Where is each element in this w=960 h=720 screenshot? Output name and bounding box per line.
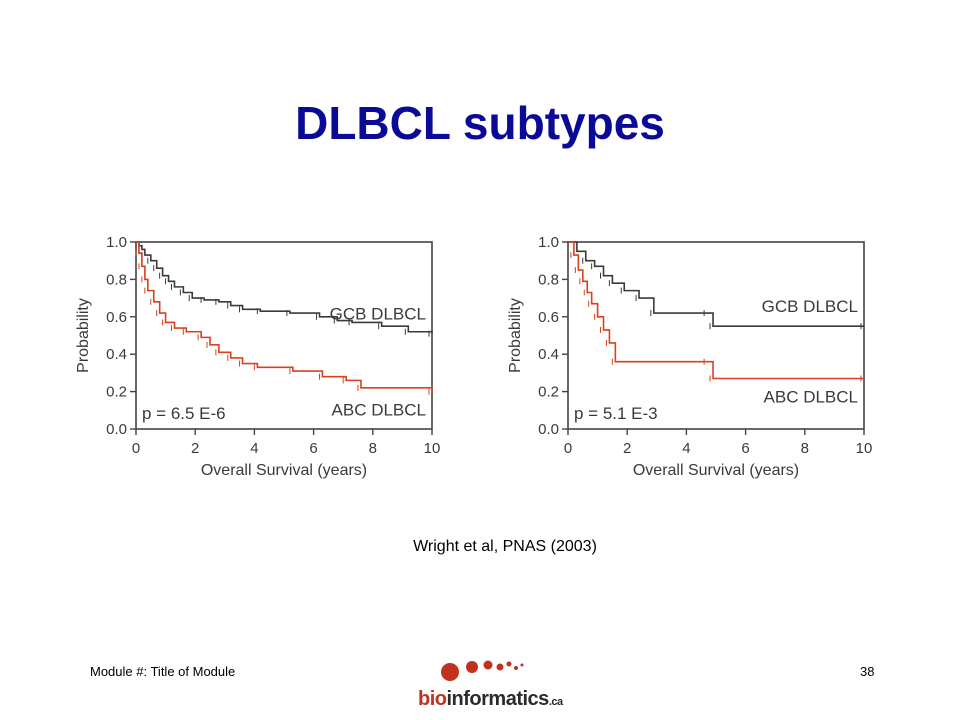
series-label-abc: ABC DLBCL (332, 401, 426, 420)
series-curve-gcb (568, 241, 864, 327)
plot-frame (135, 241, 433, 430)
citation: Wright et al, PNAS (2003) (413, 538, 597, 555)
series-label-abc: ABC DLBCL (764, 388, 858, 407)
slide-number: 38 (860, 664, 875, 679)
x-tick-label: 4 (250, 440, 258, 457)
p-value-annotation: p = 6.5 E-6 (142, 404, 226, 423)
y-axis-label: Probability (75, 298, 92, 373)
y-tick-label: 0.4 (106, 346, 127, 363)
x-tick-label: 4 (682, 440, 690, 457)
series-curve-gcb (136, 241, 433, 334)
series-label-gcb: GCB DLBCL (762, 297, 858, 316)
y-tick-label: 0.4 (538, 346, 559, 363)
y-tick-label: 0.6 (106, 309, 127, 326)
y-tick-label: 0.8 (106, 271, 127, 288)
y-tick-label: 0.0 (538, 421, 559, 438)
x-tick-label: 10 (856, 440, 873, 457)
logo-wordmark: bioinformatics.ca (418, 688, 563, 711)
y-tick-label: 0.2 (538, 384, 559, 401)
plot-frame (567, 241, 865, 430)
y-tick-label: 0.6 (538, 309, 559, 326)
x-tick-label: 8 (801, 440, 809, 457)
p-value-annotation: p = 5.1 E-3 (574, 404, 658, 423)
x-tick-label: 10 (424, 440, 441, 457)
x-axis-label: Overall Survival (years) (633, 462, 799, 479)
footer-module-title: Module #: Title of Module (90, 664, 236, 679)
y-tick-label: 0.0 (106, 421, 127, 438)
survival-plot-subgroup: 0.0 0.2 0.4 0.6 0.8 1.0 0 2 4 6 8 10 Overall Surviva… (507, 234, 873, 479)
bioinformatics-logo: bioinformatics.ca (416, 656, 563, 714)
series-label-gcb: GCB DLBCL (330, 305, 426, 324)
survival-plot-all-patients: 0.0 0.2 0.4 0.6 0.8 1.0 0 2 4 6 8 10 Overall Surviva… (75, 234, 441, 479)
logo-rest: informatics (446, 688, 550, 710)
x-axis-label: Overall Survival (years) (201, 462, 367, 479)
logo-tld: .ca (548, 696, 563, 708)
series-curve-abc (568, 241, 864, 380)
logo-bio: bio (418, 688, 447, 710)
x-tick-label: 2 (191, 440, 199, 457)
series-curve-abc (136, 241, 433, 392)
x-tick-label: 8 (369, 440, 377, 457)
logo-dots-icon (441, 660, 524, 681)
x-tick-label: 0 (564, 440, 572, 457)
y-tick-label: 1.0 (538, 234, 559, 251)
y-tick-label: 0.8 (538, 271, 559, 288)
x-tick-label: 6 (741, 440, 749, 457)
x-tick-label: 0 (132, 440, 140, 457)
x-tick-label: 2 (623, 440, 631, 457)
slide-title: DLBCL subtypes (295, 97, 665, 149)
y-tick-label: 0.2 (106, 384, 127, 401)
y-axis-label: Probability (507, 298, 524, 373)
x-tick-label: 6 (309, 440, 317, 457)
y-tick-label: 1.0 (106, 234, 127, 251)
